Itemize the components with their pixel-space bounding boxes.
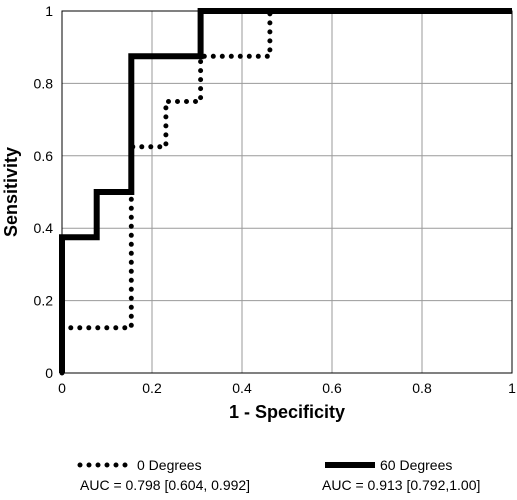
x-tick-label: 0.6 [322, 380, 342, 396]
x-tick-labels: 0 0.2 0.4 0.6 0.8 1 [58, 380, 516, 396]
y-axis-title: Sensitivity [1, 147, 21, 237]
series-line-0-degrees [59, 8, 273, 376]
y-tick-label: 1 [45, 3, 53, 19]
legend-label-0-degrees: 0 Degrees [137, 457, 202, 473]
x-tick-label: 1 [508, 380, 516, 396]
grid-lines [62, 11, 512, 373]
legend-label-60-degrees: 60 Degrees [380, 457, 452, 473]
x-tick-label: 0 [58, 380, 66, 396]
y-tick-label: 0.2 [34, 293, 54, 309]
x-tick-label: 0.4 [232, 380, 252, 396]
y-tick-label: 0 [45, 365, 53, 381]
y-tick-labels: 0 0.2 0.4 0.6 0.8 1 [34, 3, 54, 381]
y-tick-label: 0.8 [34, 75, 54, 91]
x-tick-label: 0.8 [412, 380, 432, 396]
auc-text-0-degrees: AUC = 0.798 [0.604, 0.992] [80, 477, 250, 493]
x-tick-label: 0.2 [142, 380, 162, 396]
x-axis-title: 1 - Specificity [229, 402, 345, 422]
auc-text-60-degrees: AUC = 0.913 [0.792,1.00] [322, 477, 480, 493]
legend: 0 Degrees AUC = 0.798 [0.604, 0.992] 60 … [77, 457, 480, 493]
y-tick-label: 0.4 [34, 220, 54, 236]
series-layer [59, 8, 512, 376]
y-tick-label: 0.6 [34, 148, 54, 164]
